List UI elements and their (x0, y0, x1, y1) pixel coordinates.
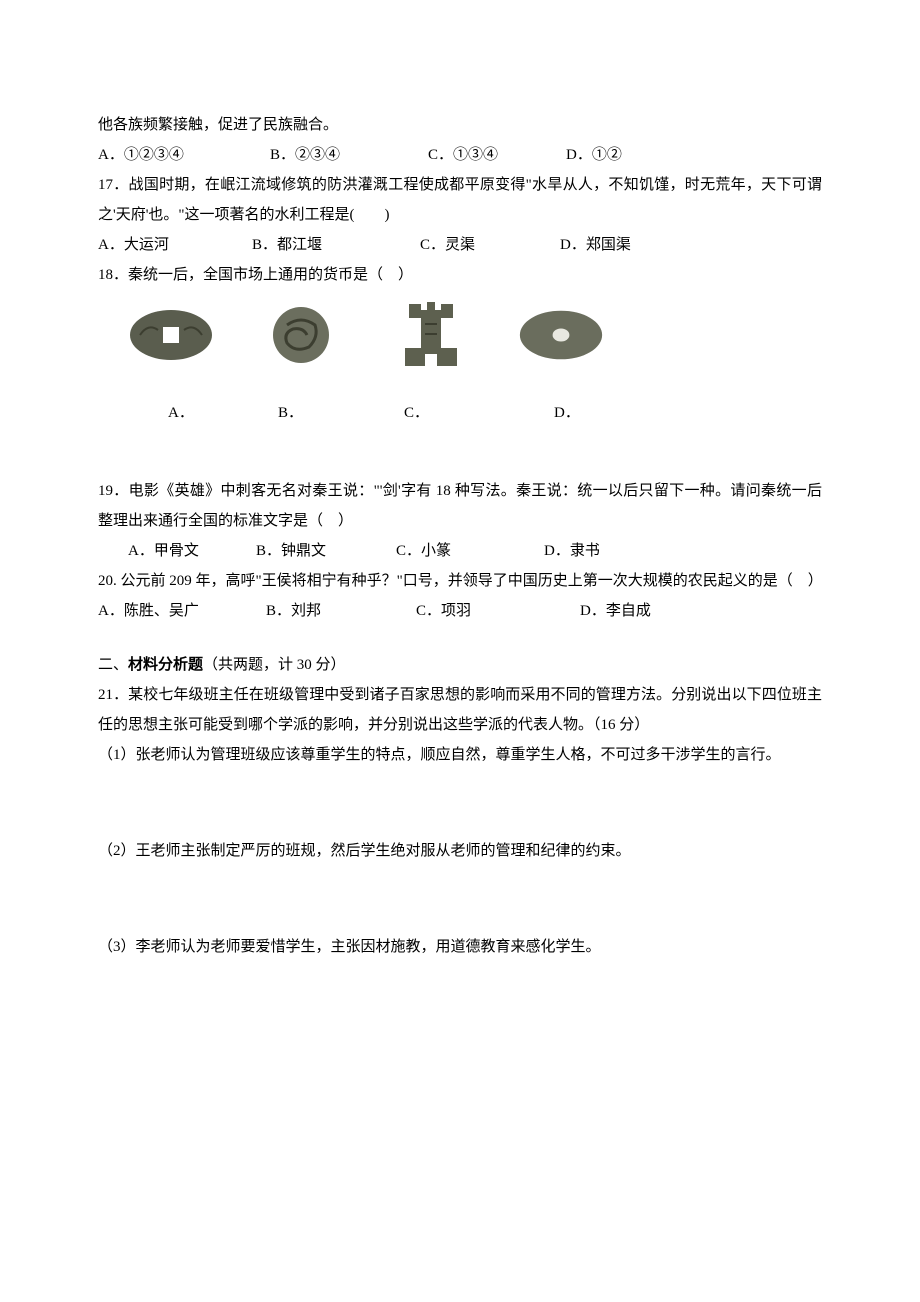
continuation-line: 他各族频繁接触，促进了民族融合。 (98, 110, 822, 140)
q21-stem: 21．某校七年级班主任在班级管理中受到诸子百家思想的影响而采用不同的管理方法。分… (98, 680, 822, 740)
section2-prefix: 二、 (98, 657, 128, 673)
q17-opt-d: D．郑国渠 (560, 230, 631, 260)
q16-opt-c: C．①③④ (428, 140, 566, 170)
q18-coin-images (128, 308, 822, 362)
q20-options: A．陈胜、吴广 B．刘邦 C．项羽 D．李自成 (98, 596, 822, 626)
q19-options: A．甲骨文 B．钟鼎文 C．小篆 D．隶书 (98, 536, 822, 566)
section2-heading: 二、材料分析题（共两题，计 30 分） (98, 650, 822, 680)
q20-opt-c: C．项羽 (416, 596, 580, 626)
q19-opt-c: C．小篆 (396, 536, 544, 566)
q17-opt-a: A．大运河 (98, 230, 252, 260)
q16-opt-b: B．②③④ (270, 140, 428, 170)
q21-sub3: （3）李老师认为老师要爱惜学生，主张因材施教，用道德教育来感化学生。 (98, 932, 822, 962)
q18-coin-labels: A． B． C． D． (168, 398, 822, 428)
q19-text: 19．电影《英雄》中刺客无名对秦王说："'剑'字有 18 种写法。秦王说：统一以… (98, 476, 822, 536)
q17-text: 17．战国时期，在岷江流域修筑的防洪灌溉工程使成都平原变得"水旱从人，不知饥馑，… (98, 170, 822, 230)
q16-opt-a: A．①②③④ (98, 140, 270, 170)
section2-bold: 材料分析题 (128, 657, 203, 673)
q17-opt-c: C．灵渠 (420, 230, 560, 260)
q19-opt-b: B．钟鼎文 (256, 536, 396, 566)
q17-options: A．大运河 B．都江堰 C．灵渠 D．郑国渠 (98, 230, 822, 260)
q18-label-b: B． (278, 398, 404, 428)
section2-suffix: （共两题，计 30 分） (203, 657, 346, 673)
q17-opt-b: B．都江堰 (252, 230, 420, 260)
q18-label-c: C． (404, 398, 554, 428)
q21-sub1: （1）张老师认为管理班级应该尊重学生的特点，顺应自然，尊重学生人格，不可过多干涉… (98, 740, 822, 770)
coin-d-image (518, 308, 604, 362)
q20-opt-a: A．陈胜、吴广 (98, 596, 266, 626)
q18-label-d: D． (554, 398, 580, 428)
coin-b-image (258, 308, 344, 362)
q21-sub2: （2）王老师主张制定严厉的班规，然后学生绝对服从老师的管理和纪律的约束。 (98, 836, 822, 866)
q20-text: 20. 公元前 209 年，高呼"王侯将相宁有种乎？"口号，并领导了中国历史上第… (98, 566, 822, 596)
q19-opt-d: D．隶书 (544, 536, 600, 566)
coin-a-image (128, 308, 214, 362)
q16-opt-d: D．①② (566, 140, 622, 170)
q20-opt-b: B．刘邦 (266, 596, 416, 626)
coin-c-image (388, 308, 474, 362)
q16-options: A．①②③④ B．②③④ C．①③④ D．①② (98, 140, 822, 170)
q19-indent (98, 536, 128, 566)
q18-text: 18．秦统一后，全国市场上通用的货币是（ ） (98, 260, 822, 290)
q18-label-a: A． (168, 398, 278, 428)
q20-opt-d: D．李自成 (580, 596, 651, 626)
q19-opt-a: A．甲骨文 (128, 536, 256, 566)
